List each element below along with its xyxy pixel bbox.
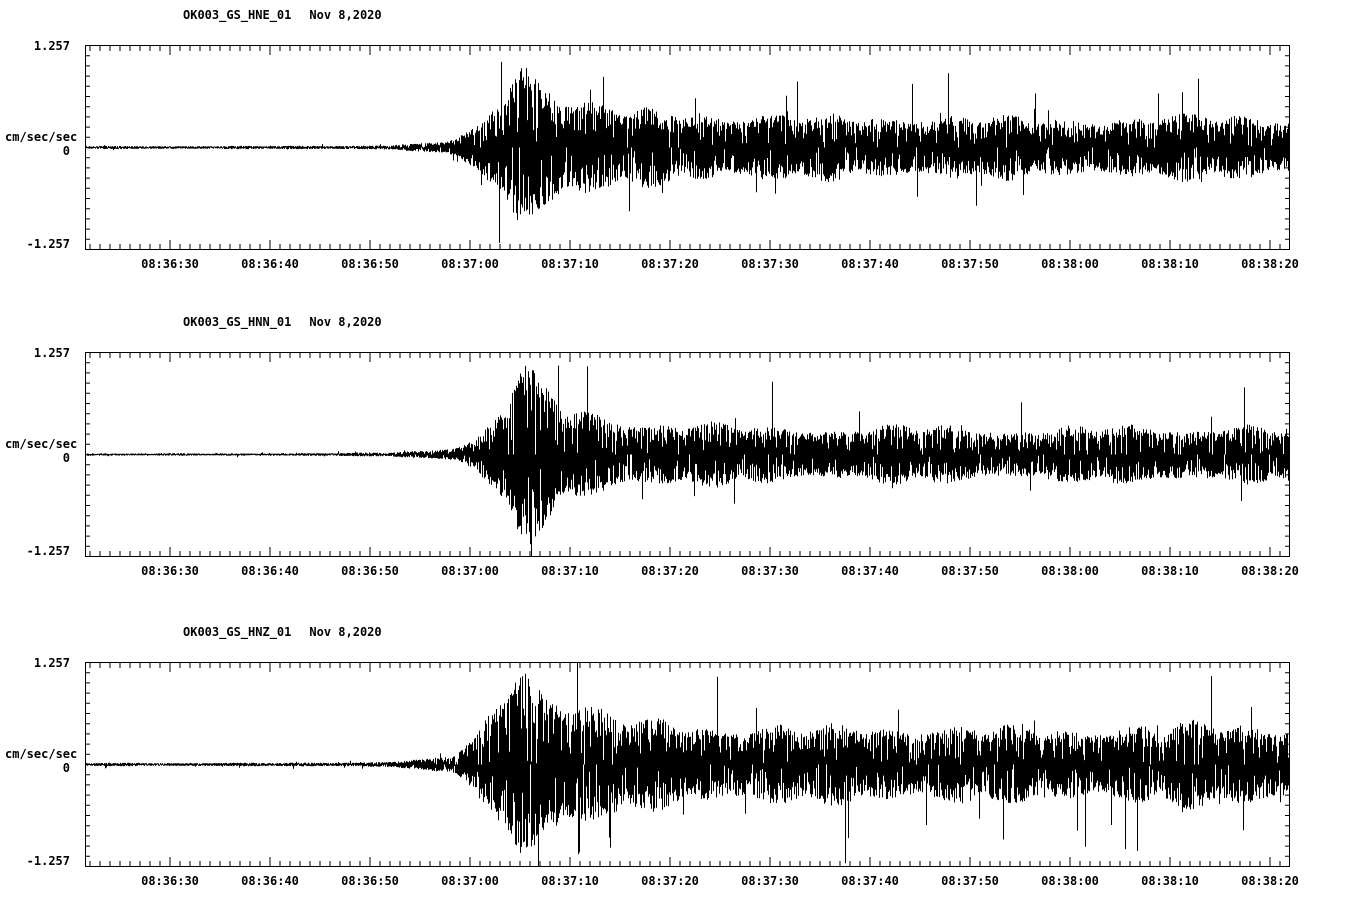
x-axis-tick-label: 08:38:00 <box>1041 564 1099 578</box>
waveform-plot <box>85 662 1290 867</box>
y-axis-zero-label: 0 <box>62 451 70 465</box>
channel-name: OK003_GS_HNN_01 <box>183 315 292 329</box>
waveform-plot <box>85 352 1290 557</box>
x-axis-tick-label: 08:37:50 <box>941 257 999 271</box>
x-axis-tick-label: 08:37:10 <box>541 874 599 888</box>
x-axis-tick-label: 08:38:10 <box>1141 257 1199 271</box>
panel-title: OK003_GS_HNE_01 Nov 8,2020 <box>183 8 382 22</box>
y-axis-max-label: 1.257 <box>33 346 70 360</box>
y-axis-unit-label: cm/sec/sec <box>5 747 78 761</box>
x-axis-tick-label: 08:37:30 <box>741 564 799 578</box>
x-axis-tick-label: 08:38:10 <box>1141 564 1199 578</box>
x-axis-tick-label: 08:37:40 <box>841 874 899 888</box>
x-axis-tick-label: 08:37:00 <box>441 874 499 888</box>
x-axis-tick-label: 08:37:20 <box>641 564 699 578</box>
x-axis-tick-label: 08:36:50 <box>341 874 399 888</box>
record-date: Nov 8,2020 <box>309 625 382 639</box>
y-axis-zero-label: 0 <box>62 144 70 158</box>
panel-title: OK003_GS_HNN_01 Nov 8,2020 <box>183 315 382 329</box>
x-axis-tick-label: 08:37:30 <box>741 257 799 271</box>
x-axis-tick-label: 08:36:30 <box>141 257 199 271</box>
y-axis-min-label: -1.257 <box>26 544 70 558</box>
x-axis-tick-label: 08:37:40 <box>841 257 899 271</box>
y-axis-max-label: 1.257 <box>33 656 70 670</box>
waveform-plot <box>85 45 1290 250</box>
x-axis-tick-label: 08:37:10 <box>541 564 599 578</box>
x-axis-tick-label: 08:36:50 <box>341 257 399 271</box>
channel-name: OK003_GS_HNZ_01 <box>183 625 292 639</box>
panel-title: OK003_GS_HNZ_01 Nov 8,2020 <box>183 625 382 639</box>
x-axis-tick-label: 08:37:50 <box>941 564 999 578</box>
x-axis-tick-label: 08:36:30 <box>141 564 199 578</box>
x-axis-tick-label: 08:37:50 <box>941 874 999 888</box>
x-axis-tick-label: 08:36:50 <box>341 564 399 578</box>
y-axis-max-label: 1.257 <box>33 39 70 53</box>
record-date: Nov 8,2020 <box>309 315 382 329</box>
x-axis-tick-label: 08:38:10 <box>1141 874 1199 888</box>
y-axis-min-label: -1.257 <box>26 237 70 251</box>
seismogram-panel-hnn: OK003_GS_HNN_01 Nov 8,2020 1.257 cm/sec/s… <box>0 307 1358 614</box>
y-axis-unit-label: cm/sec/sec <box>5 437 78 451</box>
y-axis-unit-label: cm/sec/sec <box>5 130 78 144</box>
x-axis-tick-label: 08:38:00 <box>1041 874 1099 888</box>
seismogram-panel-hnz: OK003_GS_HNZ_01 Nov 8,2020 1.257 cm/sec/s… <box>0 617 1358 924</box>
x-axis-tick-label: 08:37:20 <box>641 874 699 888</box>
x-axis-tick-label: 08:38:20 <box>1241 564 1299 578</box>
x-axis-tick-label: 08:36:40 <box>241 874 299 888</box>
x-axis-tick-label: 08:37:00 <box>441 564 499 578</box>
x-axis-tick-label: 08:37:10 <box>541 257 599 271</box>
x-axis-tick-label: 08:38:20 <box>1241 874 1299 888</box>
channel-name: OK003_GS_HNE_01 <box>183 8 292 22</box>
x-axis-tick-label: 08:37:40 <box>841 564 899 578</box>
x-axis-tick-label: 08:37:20 <box>641 257 699 271</box>
x-axis-tick-label: 08:36:40 <box>241 564 299 578</box>
x-axis-tick-label: 08:38:20 <box>1241 257 1299 271</box>
y-axis-min-label: -1.257 <box>26 854 70 868</box>
y-axis-zero-label: 0 <box>62 761 70 775</box>
x-axis-tick-label: 08:36:30 <box>141 874 199 888</box>
record-date: Nov 8,2020 <box>309 8 382 22</box>
seismogram-panel-hne: OK003_GS_HNE_01 Nov 8,2020 1.257 cm/sec/s… <box>0 0 1358 307</box>
x-axis-tick-label: 08:36:40 <box>241 257 299 271</box>
x-axis-tick-label: 08:37:00 <box>441 257 499 271</box>
x-axis-tick-label: 08:38:00 <box>1041 257 1099 271</box>
x-axis-tick-label: 08:37:30 <box>741 874 799 888</box>
